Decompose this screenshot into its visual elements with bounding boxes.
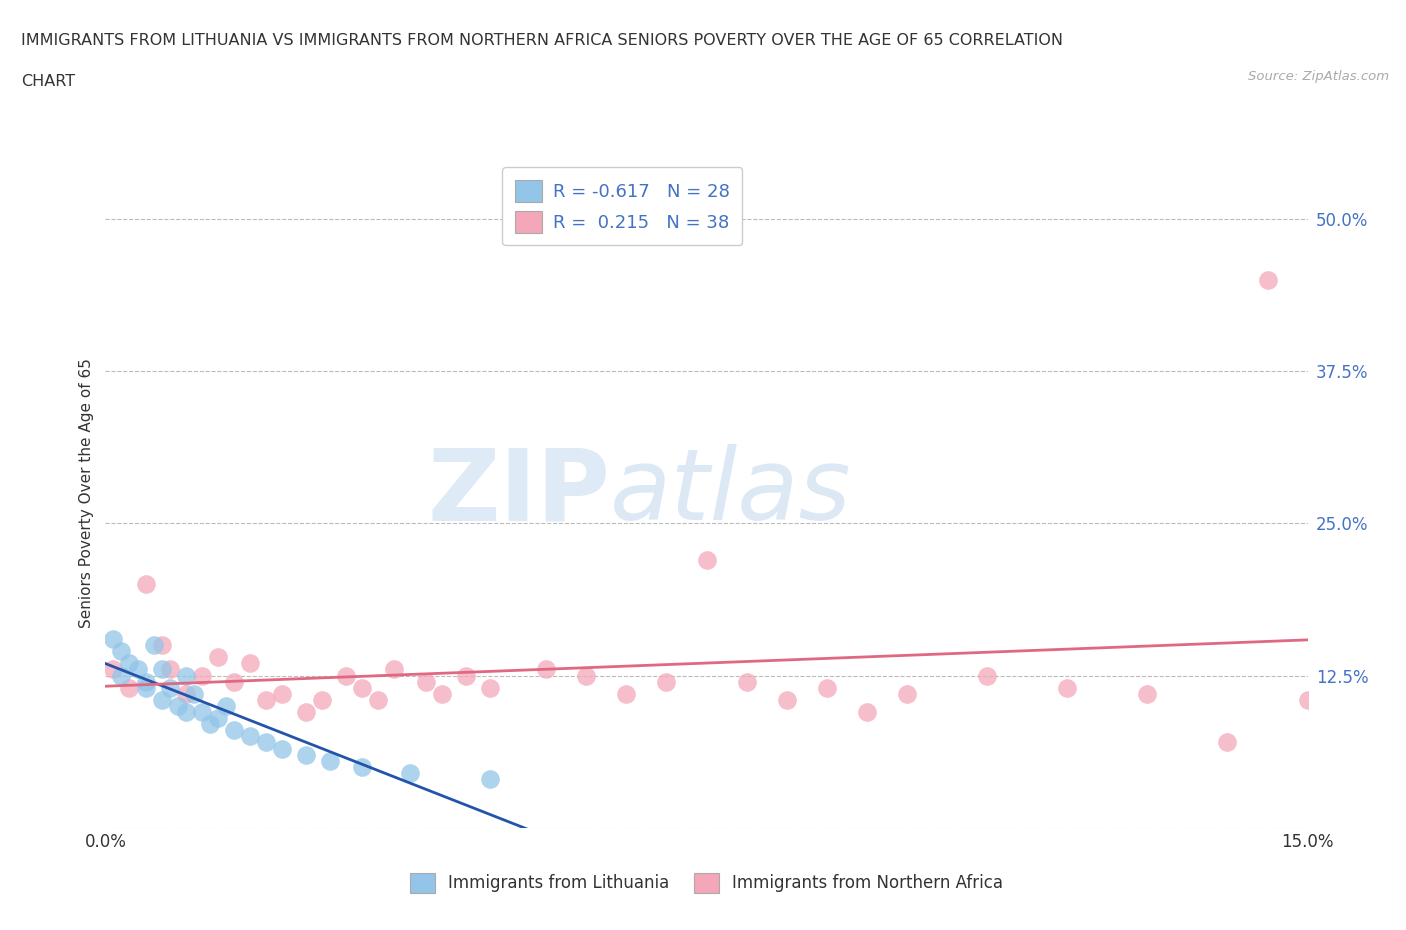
Text: atlas: atlas — [610, 445, 852, 541]
Point — [103, 631, 125, 646]
Point — [534, 662, 557, 677]
Text: ZIP: ZIP — [427, 445, 610, 541]
Point — [110, 668, 132, 683]
Point — [855, 705, 877, 720]
Point — [1056, 680, 1078, 695]
Point — [174, 668, 197, 683]
Point — [222, 723, 245, 737]
Point — [735, 674, 758, 689]
Point — [479, 772, 502, 787]
Point — [295, 705, 318, 720]
Point — [135, 577, 157, 591]
Point — [239, 729, 262, 744]
Point — [382, 662, 405, 677]
Point — [142, 638, 165, 653]
Legend: Immigrants from Lithuania, Immigrants from Northern Africa: Immigrants from Lithuania, Immigrants fr… — [404, 866, 1010, 899]
Point — [479, 680, 502, 695]
Point — [118, 680, 141, 695]
Y-axis label: Seniors Poverty Over the Age of 65: Seniors Poverty Over the Age of 65 — [79, 358, 94, 628]
Point — [254, 735, 277, 750]
Point — [174, 705, 197, 720]
Point — [207, 650, 229, 665]
Point — [150, 638, 173, 653]
Point — [367, 693, 389, 708]
Point — [1136, 686, 1159, 701]
Point — [350, 760, 373, 775]
Point — [270, 686, 292, 701]
Point — [896, 686, 918, 701]
Point — [166, 698, 188, 713]
Point — [150, 693, 173, 708]
Point — [183, 686, 205, 701]
Point — [159, 662, 181, 677]
Point — [1296, 693, 1319, 708]
Point — [415, 674, 437, 689]
Point — [110, 644, 132, 658]
Point — [976, 668, 998, 683]
Point — [150, 662, 173, 677]
Point — [159, 680, 181, 695]
Point — [616, 686, 638, 701]
Point — [198, 717, 221, 732]
Point — [350, 680, 373, 695]
Point — [135, 674, 157, 689]
Point — [1216, 735, 1239, 750]
Point — [239, 656, 262, 671]
Point — [174, 686, 197, 701]
Text: CHART: CHART — [21, 74, 75, 89]
Text: Source: ZipAtlas.com: Source: ZipAtlas.com — [1249, 70, 1389, 83]
Point — [270, 741, 292, 756]
Point — [103, 662, 125, 677]
Point — [254, 693, 277, 708]
Point — [118, 656, 141, 671]
Point — [135, 680, 157, 695]
Point — [454, 668, 477, 683]
Point — [399, 765, 422, 780]
Point — [190, 705, 212, 720]
Point — [1257, 272, 1279, 287]
Point — [127, 662, 149, 677]
Point — [430, 686, 453, 701]
Point — [335, 668, 357, 683]
Point — [207, 711, 229, 725]
Point — [776, 693, 799, 708]
Point — [190, 668, 212, 683]
Point — [319, 753, 342, 768]
Point — [575, 668, 598, 683]
Point — [214, 698, 236, 713]
Point — [295, 747, 318, 762]
Text: IMMIGRANTS FROM LITHUANIA VS IMMIGRANTS FROM NORTHERN AFRICA SENIORS POVERTY OVE: IMMIGRANTS FROM LITHUANIA VS IMMIGRANTS … — [21, 33, 1063, 47]
Point — [696, 552, 718, 567]
Point — [222, 674, 245, 689]
Point — [311, 693, 333, 708]
Point — [815, 680, 838, 695]
Point — [655, 674, 678, 689]
